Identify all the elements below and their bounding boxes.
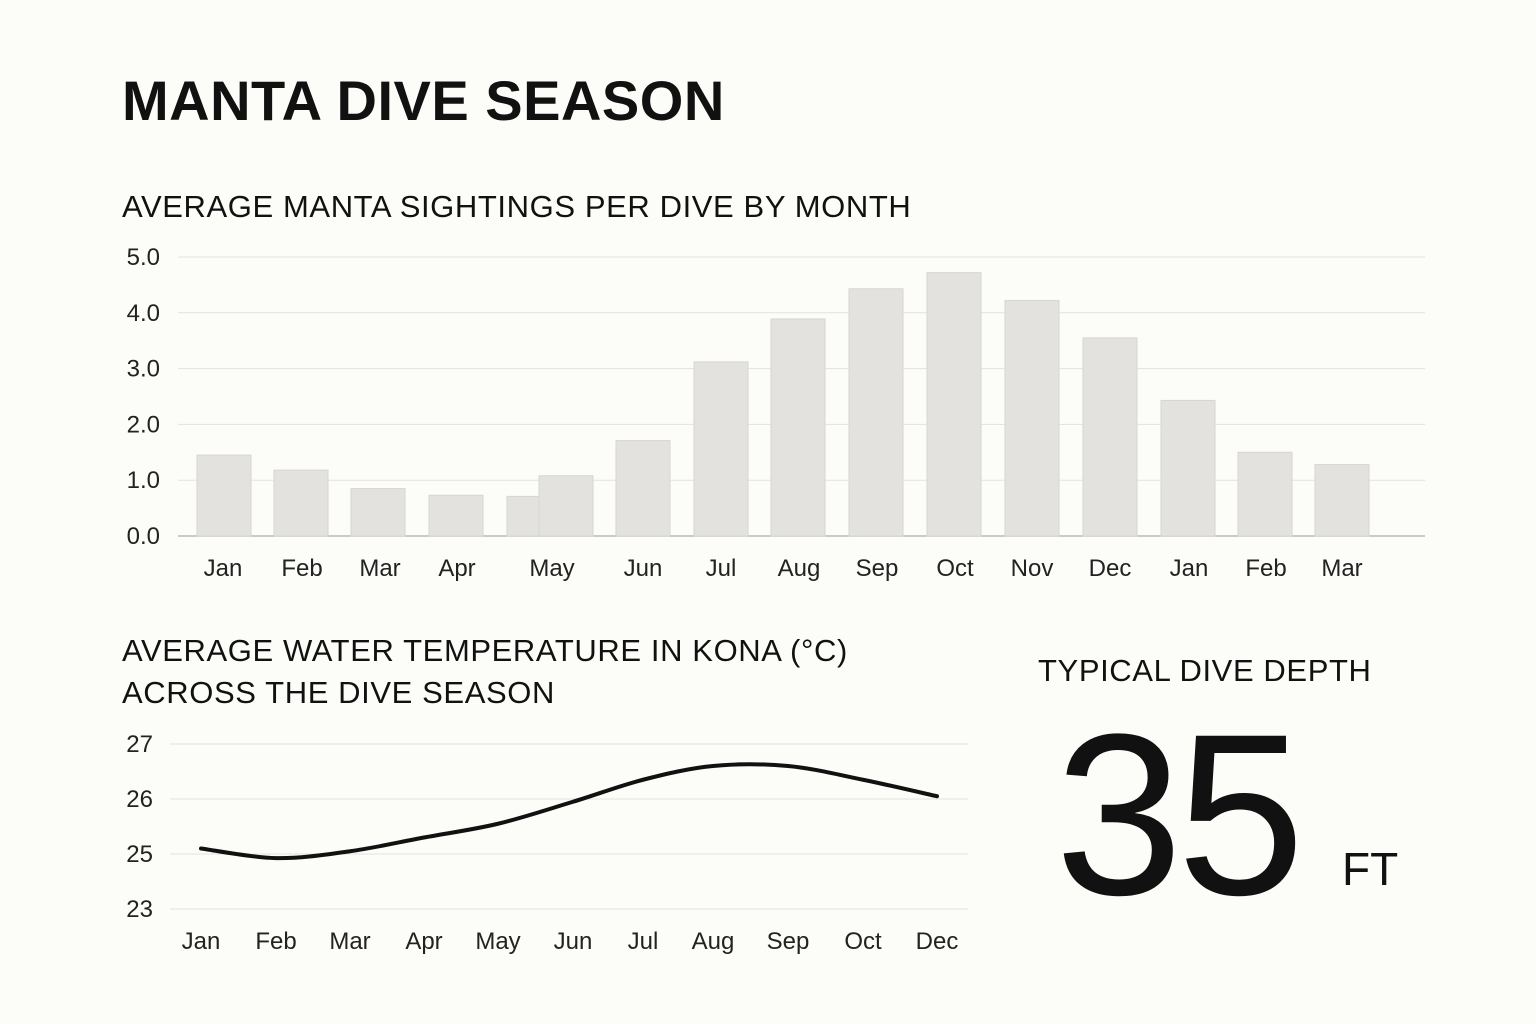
bar-may — [506, 495, 540, 537]
bar-nov — [1004, 300, 1060, 537]
x-tick-label: Apr — [405, 928, 442, 955]
x-tick-label: Sep — [856, 555, 899, 582]
x-tick-label: May — [529, 555, 574, 582]
temperature-line — [199, 762, 939, 861]
y-tick-label: 23 — [126, 896, 153, 923]
x-tick-label: Jul — [628, 928, 659, 955]
y-tick-label: 26 — [126, 786, 153, 813]
x-tick-label: Sep — [767, 928, 810, 955]
y-tick-label: 27 — [126, 731, 153, 758]
bar-feb — [1237, 451, 1293, 537]
bar-oct — [926, 272, 982, 537]
bar-dec — [1082, 337, 1138, 537]
x-tick-label: Oct — [936, 555, 974, 582]
y-tick-label: 25 — [126, 841, 153, 868]
y-tick-label: 2.0 — [127, 411, 160, 438]
y-tick-label: 1.0 — [127, 467, 160, 494]
temperature-chart-title: AVERAGE WATER TEMPERATURE IN KONA (°C) A… — [122, 633, 848, 710]
x-tick-label: Mar — [1321, 555, 1362, 582]
bar-may — [538, 475, 594, 537]
x-tick-label: Feb — [281, 555, 322, 582]
bar-mar — [350, 488, 406, 537]
page-title: MANTA DIVE SEASON — [122, 69, 725, 132]
bar-mar — [1314, 464, 1370, 537]
x-tick-label: Jan — [182, 928, 221, 955]
x-tick-label: May — [475, 928, 520, 955]
x-tick-label: Aug — [692, 928, 735, 955]
depth-label: TYPICAL DIVE DEPTH — [1038, 653, 1372, 688]
x-tick-label: Aug — [778, 555, 821, 582]
bar-jul — [693, 361, 749, 537]
bar-feb — [273, 469, 329, 537]
x-tick-label: Jun — [554, 928, 593, 955]
bar-jan — [196, 454, 252, 537]
x-tick-label: Feb — [255, 928, 296, 955]
x-tick-label: Jun — [624, 555, 663, 582]
bar-aug — [770, 318, 826, 537]
bar-apr — [428, 494, 484, 537]
x-tick-label: Oct — [844, 928, 882, 955]
y-tick-label: 0.0 — [127, 523, 160, 550]
bar-jan — [1160, 399, 1216, 537]
bar-chart-title: AVERAGE MANTA SIGHTINGS PER DIVE BY MONT… — [122, 189, 912, 224]
x-tick-label: Jan — [1170, 555, 1209, 582]
y-tick-label: 3.0 — [127, 356, 160, 383]
x-tick-label: Feb — [1245, 555, 1286, 582]
y-tick-label: 5.0 — [127, 244, 160, 271]
water-temperature-line-chart: 23 25 26 27 Jan Feb Mar Apr May Jun Jul Aug Sep Oct De… — [126, 731, 968, 955]
x-tick-label: Jan — [204, 555, 243, 582]
x-tick-label: Dec — [916, 928, 959, 955]
bar-sep — [848, 288, 904, 537]
y-tick-label: 4.0 — [127, 300, 160, 327]
x-tick-label: Mar — [359, 555, 400, 582]
x-tick-label: Nov — [1011, 555, 1054, 582]
x-tick-label: Dec — [1089, 555, 1132, 582]
x-tick-label: Mar — [329, 928, 370, 955]
x-tick-label: Apr — [438, 555, 475, 582]
depth-value: 35 — [1055, 686, 1305, 943]
bar-jun — [615, 440, 671, 537]
depth-unit: FT — [1342, 843, 1399, 895]
x-tick-label: Jul — [706, 555, 737, 582]
manta-sightings-bar-chart: 0.0 1.0 2.0 3.0 4.0 5.0 Jan Feb Mar Apr May Jun Jul A… — [127, 244, 1425, 582]
